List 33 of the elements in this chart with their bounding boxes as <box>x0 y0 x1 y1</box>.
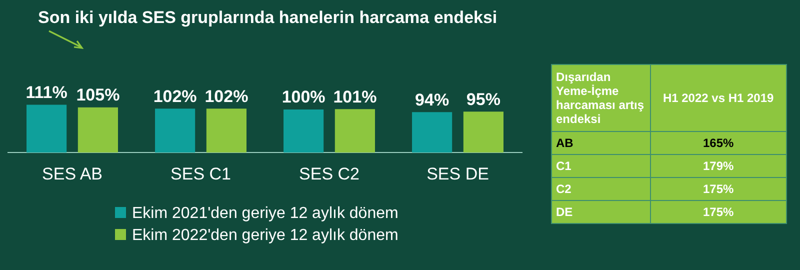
data-label: 179% <box>650 154 786 178</box>
data-label: 94% <box>415 90 450 110</box>
text: H1 2022 vs H1 2019 <box>650 64 786 132</box>
bar <box>206 108 246 153</box>
data-label: 105% <box>76 86 120 105</box>
text: Dışarıdan Yeme-İçme harcaması artış endeksi <box>552 64 650 132</box>
legend-label: Ekim 2021'den geriye 12 aylık dönem <box>131 204 398 224</box>
x-tick-label: SES DE <box>426 164 489 184</box>
x-tick-label: SES C1 <box>170 164 231 184</box>
legend-label: Ekim 2022'den geriye 12 aylık dönem <box>131 226 398 246</box>
x-tick-label: SES C2 <box>299 164 360 184</box>
category-label: DE <box>552 200 650 224</box>
bar <box>412 112 452 153</box>
data-label: 175% <box>650 200 786 224</box>
data-label: 95% <box>466 90 500 109</box>
category-label: C2 <box>552 178 650 200</box>
bar <box>463 112 504 153</box>
chart-title: Son iki yılda SES gruplarında hanelerin harcama endeksi <box>38 8 498 28</box>
category-label: AB <box>552 132 650 154</box>
bar <box>26 104 67 153</box>
bar <box>155 108 196 153</box>
data-label: 175% <box>650 178 786 200</box>
data-label: 165% <box>650 132 786 154</box>
bar <box>334 109 375 153</box>
data-label: 101% <box>333 87 377 106</box>
bar <box>78 107 118 153</box>
data-label: 102% <box>204 86 248 106</box>
x-tick-label: SES AB <box>42 164 102 184</box>
bar <box>284 110 324 153</box>
data-label: 111% <box>26 82 68 102</box>
data-label: 100% <box>282 88 326 107</box>
data-label: 102% <box>153 86 197 106</box>
category-label: C1 <box>552 154 650 178</box>
